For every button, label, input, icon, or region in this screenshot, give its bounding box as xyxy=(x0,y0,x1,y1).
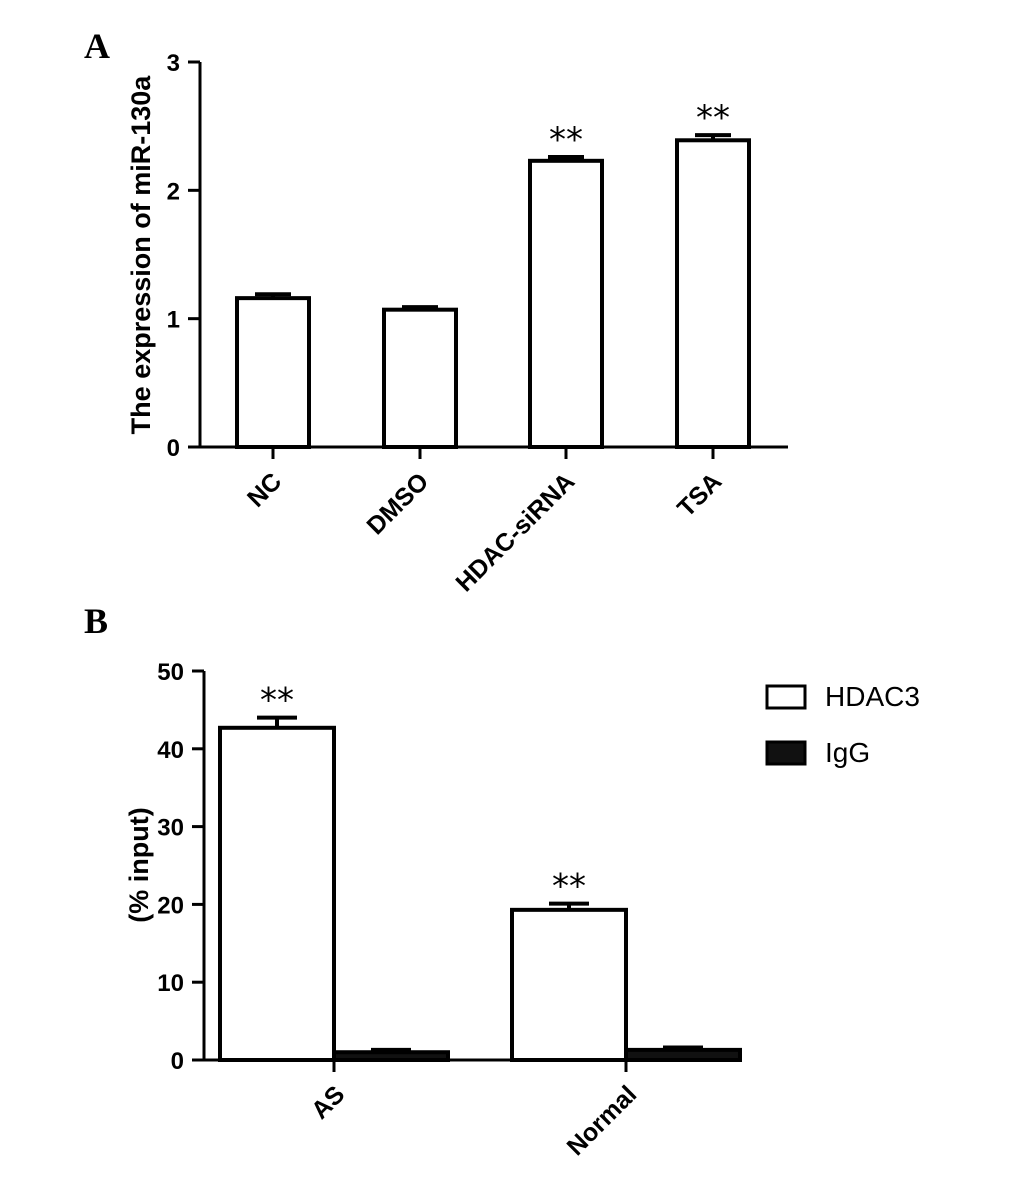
panel-a-bars: ** ** xyxy=(235,98,751,450)
panel-b-significance-mark: ** xyxy=(260,681,294,721)
panel-b-x-tick-label: AS xyxy=(306,1080,350,1124)
panel-a-y-tick-label: 0 xyxy=(167,435,180,462)
panel-a-bar xyxy=(528,158,604,449)
legend-swatch-igg xyxy=(765,740,807,766)
panel-a-x-tick-label: TSA xyxy=(672,467,727,522)
panel-b-y-tick-label: 40 xyxy=(157,737,184,764)
panel-b-bars: ** ** xyxy=(218,681,742,1063)
panel-a: A The expression of miR-130a 0 1 2 3 NC DMSO H… xyxy=(84,26,788,597)
panel-a-y-axis-title: The expression of miR-130a xyxy=(126,75,156,435)
panel-b-bar-igg xyxy=(332,1050,450,1062)
panel-a-significance-mark: ** xyxy=(549,120,583,160)
panel-b-y-tick-label: 30 xyxy=(157,815,184,842)
panel-a-x-tick-label: DMSO xyxy=(361,467,434,540)
legend-swatch-hdac3 xyxy=(765,684,807,710)
panel-a-y-tick-label: 2 xyxy=(167,178,180,205)
legend-label-igg: IgG xyxy=(825,737,870,768)
panel-a-x-tick-label: HDAC-siRNA xyxy=(450,467,580,597)
panel-label-b: B xyxy=(84,601,108,641)
panel-a-significance-mark: ** xyxy=(696,98,730,138)
panel-b-y-axis-title: (% input) xyxy=(124,807,154,922)
panel-a-bar xyxy=(382,307,458,449)
panel-b-bar-hdac3 xyxy=(218,725,336,1062)
panel-b-y-tick-label: 0 xyxy=(171,1048,184,1075)
panel-b-y-tick-label: 10 xyxy=(157,970,184,997)
panel-b-y-tick-label: 50 xyxy=(157,659,184,686)
legend-label-hdac3: HDAC3 xyxy=(825,681,920,712)
panel-b-bar-igg xyxy=(624,1047,742,1062)
panel-b-y-tick-label: 20 xyxy=(157,892,184,919)
panel-b-significance-mark: ** xyxy=(552,867,586,907)
panel-b-bar-hdac3 xyxy=(510,907,628,1063)
panel-b: B (% input) 0 10 20 30 40 50 AS Normal ** ** HDA… xyxy=(84,601,920,1161)
panel-b-legend: HDAC3 IgG xyxy=(765,681,920,768)
panel-a-bar xyxy=(235,296,311,449)
panel-a-x-tick-label: NC xyxy=(242,467,287,512)
panel-a-y-tick-label: 1 xyxy=(167,307,180,334)
panel-a-bar xyxy=(675,138,751,450)
panel-a-y-tick-label: 3 xyxy=(167,50,180,77)
panel-label-a: A xyxy=(84,26,110,66)
panel-b-x-tick-label: Normal xyxy=(562,1080,643,1161)
